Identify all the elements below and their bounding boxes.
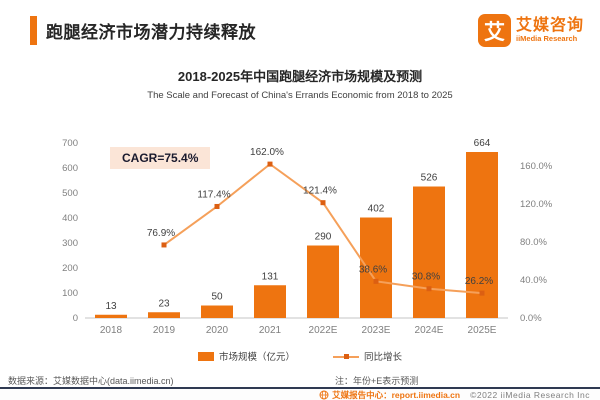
growth-value-label: 30.8% [412,272,440,283]
right-axis-tick: 40.0% [520,275,547,286]
x-axis-label-2018: 2018 [100,325,123,336]
right-axis-tick: 160.0% [520,161,553,172]
cagr-annotation: CAGR=75.4% [110,147,211,169]
forecast-note: 注：年份+E表示预测 [335,376,419,386]
bar-value-label: 664 [474,138,491,149]
bar-value-label: 290 [315,232,332,243]
left-axis-tick: 600 [62,163,78,174]
growth-value-label: 38.6% [359,264,387,275]
source-row: 数据来源：艾媒数据中心(data.iimedia.cn) 注：年份+E表示预测 [8,374,592,387]
line-series-swatch-icon [333,352,359,361]
bar-value-label: 13 [105,301,117,312]
bar-2022E [307,245,339,318]
growth-value-label: 76.9% [147,228,175,239]
left-axis-tick: 0 [73,313,78,324]
left-axis-tick: 400 [62,213,78,224]
bar-value-label: 402 [368,204,385,215]
bar-2023E [360,217,392,318]
bar-2024E [413,186,445,318]
page-title: 跑腿经济市场潜力持续释放 [46,23,256,42]
bar-value-label: 526 [421,173,438,184]
right-axis-tick: 120.0% [520,199,553,210]
data-source: 数据来源：艾媒数据中心(data.iimedia.cn) [8,376,174,386]
left-axis-tick: 300 [62,238,78,249]
legend-bar-label: 市场规模（亿元） [218,352,295,363]
bar-2019 [148,312,180,318]
footer-report: 艾媒报告中心：report.iimedia.cn [319,389,460,400]
chart-legend: 市场规模（亿元） 同比增长 [0,349,600,363]
bar-series-swatch-icon [197,351,214,361]
iimedia-logo-icon: 艾 [477,14,511,47]
x-axis-label-2025E: 2025E [468,325,497,336]
title-accent-bar [30,16,37,45]
bar-line-chart: 0 100 200 300 400 500 600 700 0.0% 40.0% 80.0% 120.… [62,138,553,336]
growth-marker-2019 [161,242,167,248]
bar-value-label: 23 [158,298,170,309]
bar-2025E [466,152,498,318]
chart-subtitle: The Scale and Forecast of China's Errand… [147,90,453,101]
legend-item-growth: 同比增长 [333,349,402,363]
legend-item-market-scale: 市场规模（亿元） [197,349,295,363]
header: 跑腿经济市场潜力持续释放 艾 艾媒咨询 iiMedia Research [30,14,586,54]
bar-value-label: 50 [211,292,223,303]
bar-value-label: 131 [262,271,279,282]
right-axis-tick: 0.0% [520,313,542,324]
growth-value-label: 162.0% [250,147,284,158]
iimedia-logo: 艾 艾媒咨询 iiMedia Research [477,14,584,47]
x-axis-label-2023E: 2023E [362,325,391,336]
footer-report-text: 艾媒报告中心：report.iimedia.cn [332,389,461,400]
growth-marker-2021 [267,161,273,167]
x-axis-label-2020: 2020 [206,325,229,336]
footer-separator [0,387,600,389]
x-axis-label-2024E: 2024E [415,325,444,336]
footer-copyright: ©2022 iiMedia Research Inc [470,389,590,400]
growth-marker-2022E [320,200,326,206]
x-axis-label-2021: 2021 [259,325,282,336]
x-axis-label-2022E: 2022E [309,325,338,336]
bar-2018 [95,314,127,318]
left-axis-tick: 500 [62,188,78,199]
logo-name-cn: 艾媒咨询 [515,17,584,35]
globe-icon [319,390,329,399]
chart-title: 2018-2025年中国跑腿经济市场规模及预测 [177,69,423,84]
logo-name-en: iiMedia Research [515,33,578,43]
footer-bar: 艾媒报告中心：report.iimedia.cn ©2022 iiMedia R… [0,389,600,400]
left-axis-tick: 100 [62,288,78,299]
bar-2021 [254,285,286,318]
growth-value-label: 26.2% [465,276,493,287]
x-axis-label-2019: 2019 [153,325,176,336]
legend-line-label: 同比增长 [364,352,403,363]
growth-marker-2020 [214,203,220,209]
bar-2020 [201,305,233,318]
growth-marker-2023E [373,278,379,284]
growth-marker-2024E [426,286,432,292]
left-axis-tick: 200 [62,263,78,274]
right-axis-tick: 80.0% [520,237,547,248]
left-axis-tick: 700 [62,138,78,149]
growth-marker-2025E [479,290,485,296]
growth-value-label: 121.4% [303,186,337,197]
growth-value-label: 117.4% [197,189,230,200]
